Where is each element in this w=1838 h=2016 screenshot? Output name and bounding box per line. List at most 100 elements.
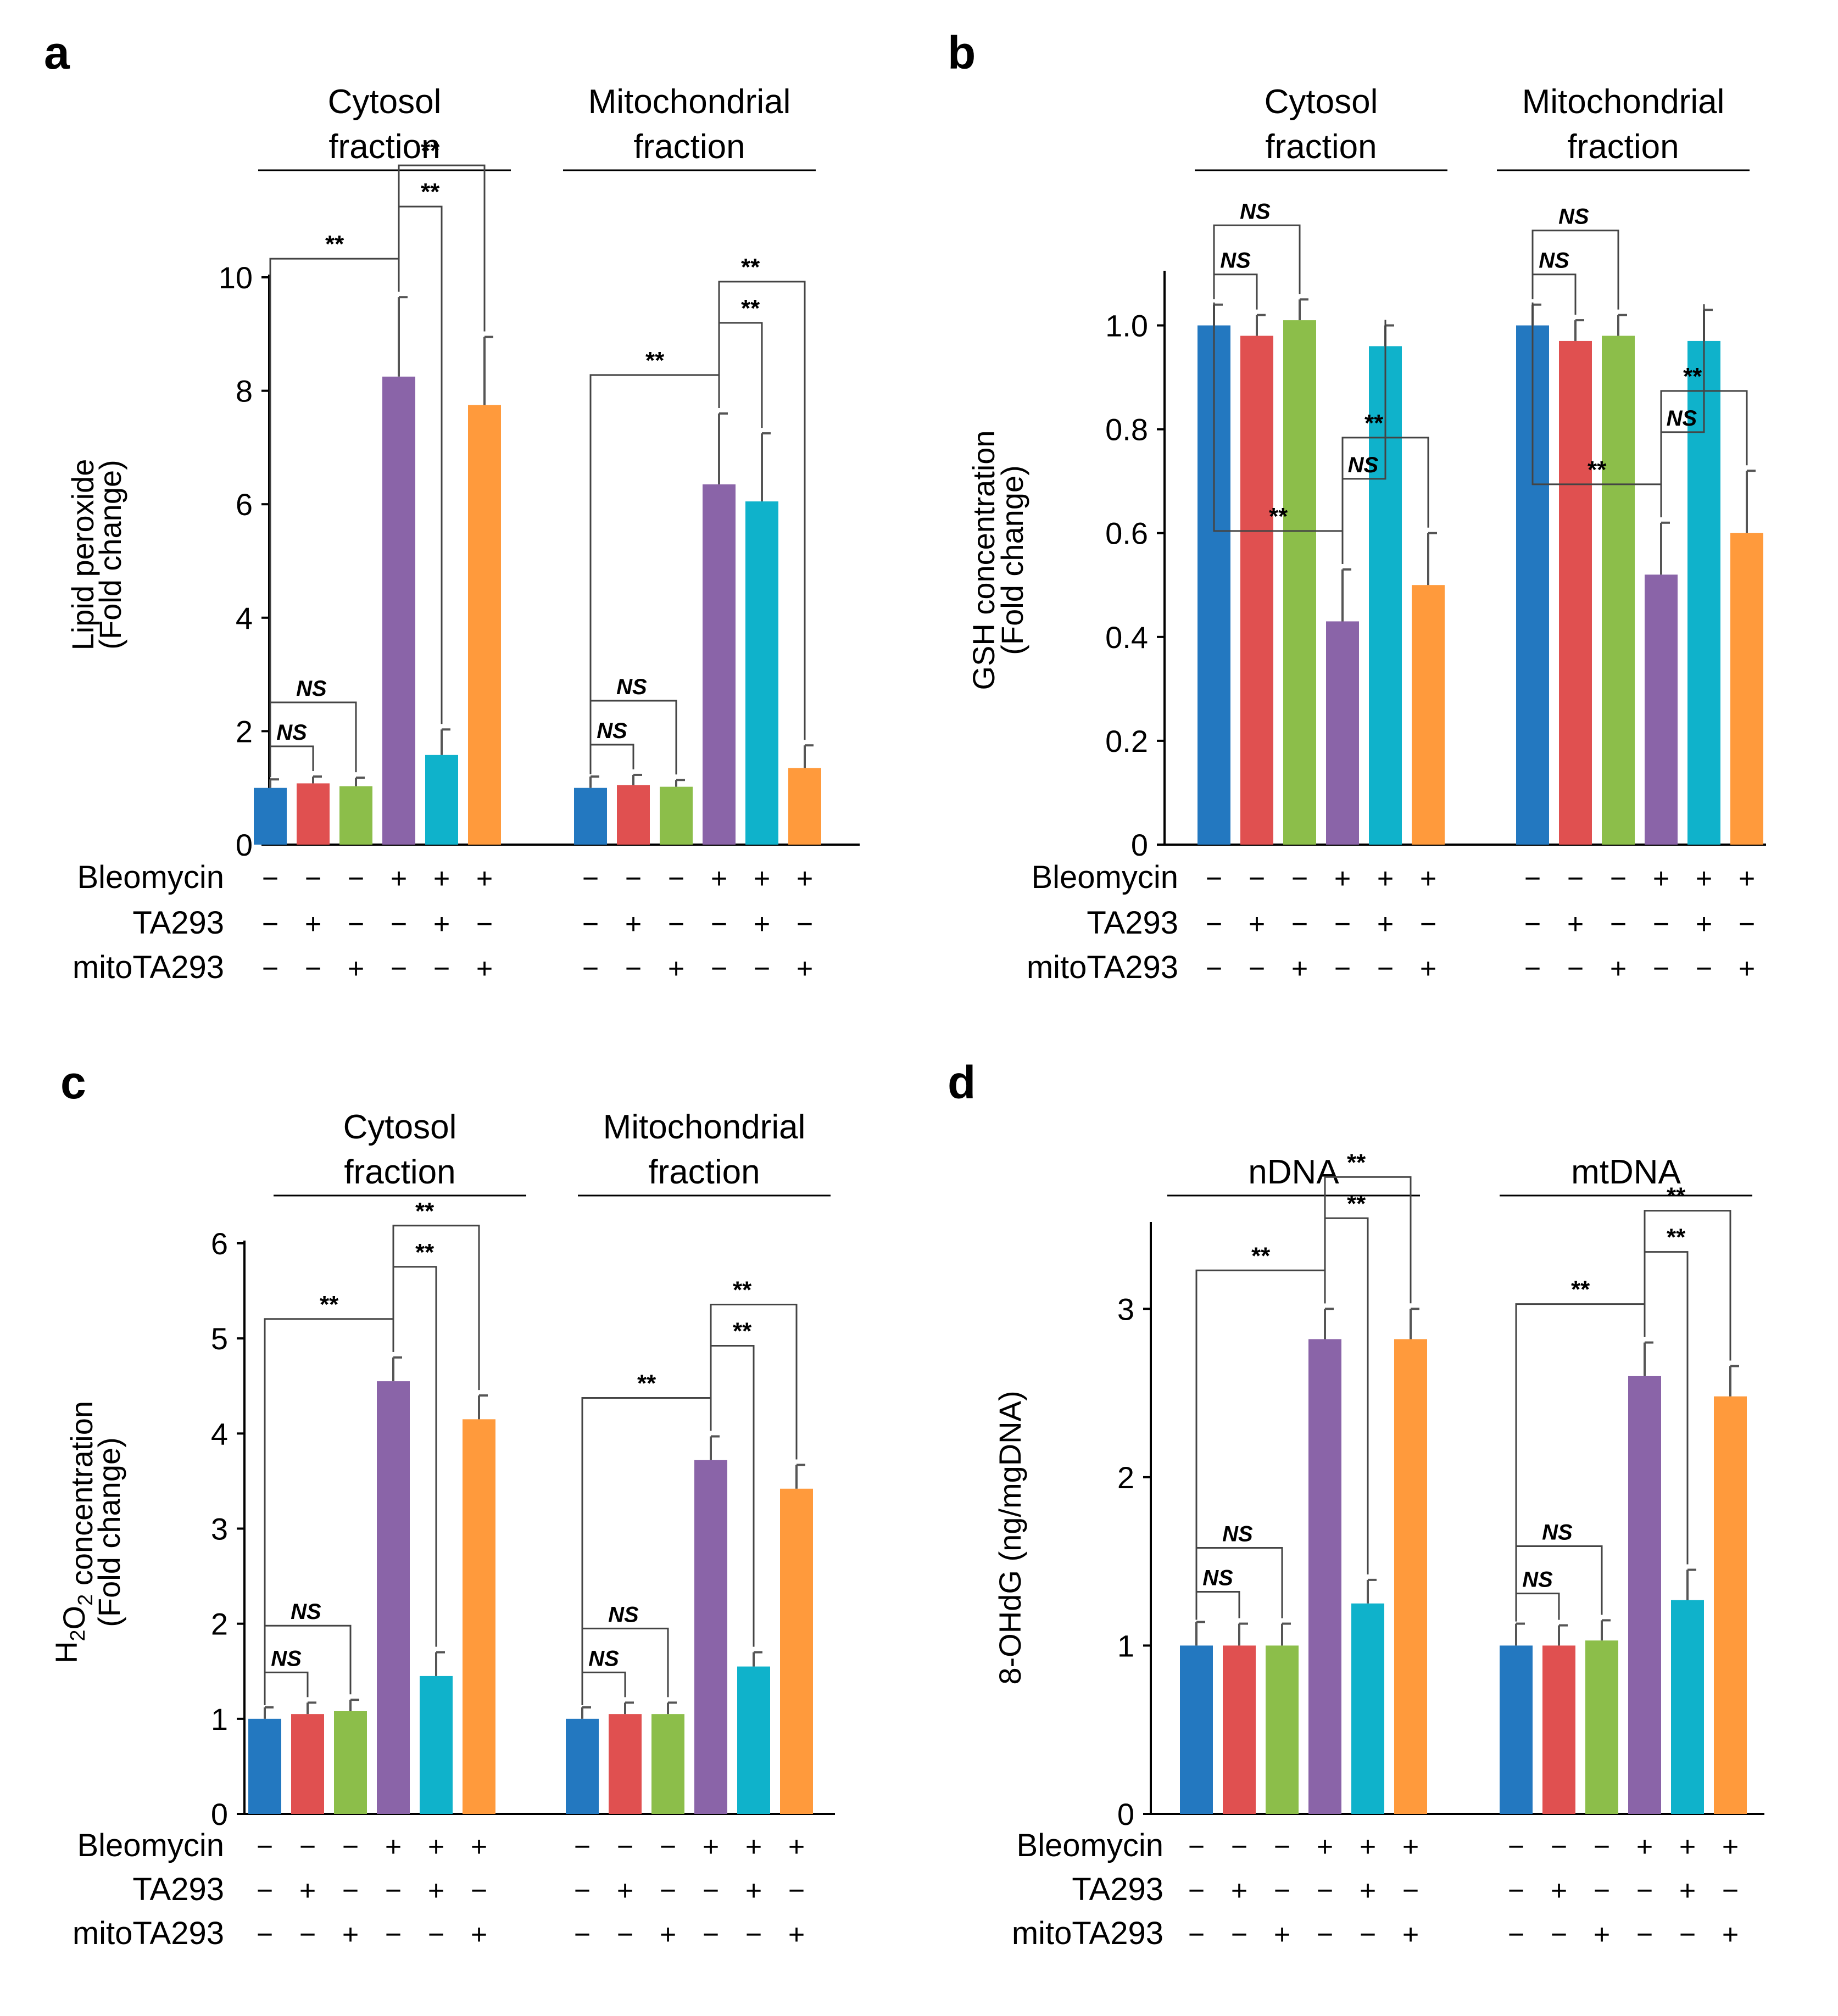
significance-bracket [269,745,314,774]
plus-sign: + [476,953,493,985]
minus-sign: − [711,908,727,940]
plus-sign: + [433,863,450,895]
significance-label: ** [733,1318,752,1345]
minus-sign: − [1402,1875,1419,1907]
plus-sign: + [391,863,407,895]
panel-a: a 0 2 4 6 8 10 Lipid peroxide(Fold change) Cytos… [44,27,860,985]
text-span: concentration [64,1401,99,1594]
minus-sign: − [582,908,599,940]
y-axis-label: H2O2 concentration(Fold change) [49,1401,126,1663]
minus-sign: − [1231,1919,1247,1951]
bar [660,786,693,845]
minus-sign: − [385,1919,402,1951]
panel-letter: d [948,1057,976,1108]
bar [1180,1645,1213,1814]
significance-label: ** [320,1291,339,1318]
minus-sign: − [1594,1831,1610,1863]
significance-label: ** [1364,410,1384,437]
row-label-ta293: TA293 [132,905,224,941]
y-tick-label: 0.4 [1105,620,1148,655]
minus-sign: − [660,1831,676,1863]
plus-sign: + [1653,863,1669,895]
significance-label: ** [1588,456,1607,483]
bar [1266,1645,1299,1814]
minus-sign: − [1636,1919,1653,1951]
plus-sign: + [1636,1831,1653,1863]
plus-sign: + [617,1875,633,1907]
y-axis-label: 8-OHdG (ng/mgDNA) [993,1390,1027,1684]
minus-sign: − [342,1875,359,1907]
row-label-bleomycin: Bleomycin [1016,1828,1163,1863]
minus-sign: − [625,953,642,985]
plus-sign: + [788,1831,805,1863]
y-axis-label-line: Lipid peroxide [65,459,100,651]
minus-sign: − [788,1875,805,1907]
plus-sign: + [1610,953,1627,985]
plus-sign: + [1274,1919,1290,1951]
y-axis-label-line: (Fold change) [93,460,127,650]
y-tick-label: 10 [219,260,253,295]
minus-sign: − [1524,953,1541,985]
group-title: fraction [328,128,440,166]
plus-sign: + [754,863,770,895]
y-axis-label: Lipid peroxide(Fold change) [65,459,127,651]
plus-sign: + [428,1831,444,1863]
significance-label: ** [733,1277,752,1304]
bar [1240,336,1273,845]
panel-letter: a [44,27,70,79]
minus-sign: − [1508,1919,1524,1951]
significance-bracket [710,1304,798,1460]
y-axis-label-line: H2O2 concentration [49,1401,99,1663]
bar [1412,585,1445,845]
plus-sign: + [476,863,493,895]
significance-label: ** [1251,1242,1271,1269]
significance-label: ** [1667,1224,1686,1251]
significance-bracket [581,1671,626,1702]
bar [780,1488,813,1814]
y-tick-label: 0.6 [1105,516,1148,551]
bar [609,1714,642,1814]
bar [1559,340,1592,845]
y-tick-label: 8 [236,374,253,409]
bar [574,788,607,845]
group-title: Mitochondrial [603,1108,806,1146]
y-tick-label: 0.2 [1105,724,1148,758]
row-label-mitota293: mitoTA293 [1027,950,1178,985]
row-label-ta293: TA293 [1087,905,1178,941]
group-title: mtDNA [1571,1153,1681,1191]
y-tick-label: 1.0 [1105,309,1148,343]
significance-label: ** [1667,1183,1686,1210]
ns-label: NS [1667,406,1697,431]
row-label-mitota293: mitoTA293 [73,1916,224,1951]
minus-sign: − [617,1831,633,1863]
minus-sign: − [1567,863,1584,895]
minus-sign: − [668,863,684,895]
significance-bracket [718,281,806,740]
row-label-ta293: TA293 [1072,1872,1163,1907]
significance-label: ** [1571,1276,1590,1303]
plus-sign: + [1722,1831,1739,1863]
plus-sign: + [797,863,813,895]
bar [468,405,501,845]
plus-sign: + [660,1919,676,1951]
minus-sign: − [1636,1875,1653,1907]
group-title: fraction [1567,128,1679,166]
y-tick-label: 0 [1117,1797,1134,1831]
minus-sign: − [1231,1831,1247,1863]
minus-sign: − [703,1875,719,1907]
significance-label: ** [741,295,760,322]
minus-sign: − [1274,1831,1290,1863]
bar [703,484,736,845]
plus-sign: + [1420,863,1436,895]
minus-sign: − [342,1831,359,1863]
bar [1585,1640,1618,1814]
plus-sign: + [433,908,450,940]
plus-sign: + [1551,1875,1567,1907]
minus-sign: − [1524,908,1541,940]
minus-sign: − [1610,863,1627,895]
minus-sign: − [391,908,407,940]
minus-sign: − [1188,1831,1205,1863]
